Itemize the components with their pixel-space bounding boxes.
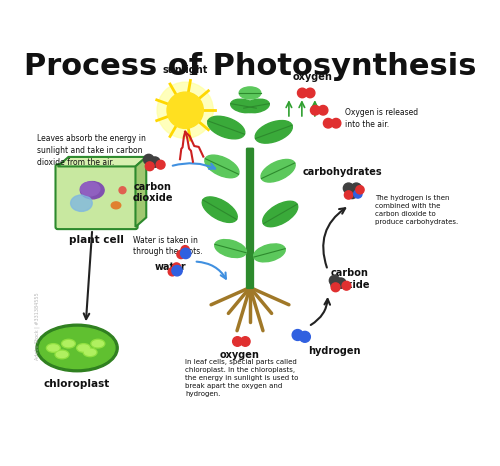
Circle shape — [292, 329, 303, 341]
Circle shape — [177, 250, 185, 259]
Circle shape — [344, 191, 352, 199]
Ellipse shape — [63, 341, 74, 347]
Ellipse shape — [55, 350, 69, 359]
Circle shape — [336, 278, 346, 288]
Ellipse shape — [215, 240, 246, 258]
Ellipse shape — [70, 195, 92, 212]
Circle shape — [240, 337, 250, 346]
Text: In leaf cells, special parts called
chloroplast. In the chloroplasts,
the energy: In leaf cells, special parts called chlo… — [185, 359, 298, 397]
Circle shape — [168, 267, 176, 276]
Circle shape — [167, 92, 203, 129]
Circle shape — [119, 187, 126, 194]
Text: carbon
dioxide: carbon dioxide — [132, 182, 173, 203]
Ellipse shape — [36, 324, 118, 372]
Circle shape — [172, 266, 182, 276]
Ellipse shape — [261, 159, 295, 182]
Circle shape — [342, 281, 351, 290]
Circle shape — [332, 118, 341, 128]
Ellipse shape — [92, 341, 104, 347]
Circle shape — [324, 118, 333, 128]
Circle shape — [144, 154, 154, 164]
Text: chloroplast: chloroplast — [44, 379, 110, 389]
Circle shape — [157, 82, 214, 138]
FancyBboxPatch shape — [246, 148, 254, 288]
Circle shape — [156, 160, 165, 169]
Ellipse shape — [239, 87, 261, 99]
Ellipse shape — [46, 343, 60, 352]
Circle shape — [146, 162, 154, 171]
Circle shape — [306, 88, 315, 98]
Text: Water is taken in
through the roots.: Water is taken in through the roots. — [134, 236, 203, 256]
Polygon shape — [136, 157, 146, 227]
Text: plant cell: plant cell — [69, 235, 124, 245]
Ellipse shape — [202, 197, 237, 222]
Circle shape — [318, 105, 328, 115]
Text: carbohydrates: carbohydrates — [303, 167, 382, 177]
Circle shape — [181, 246, 190, 254]
Circle shape — [351, 183, 362, 193]
Ellipse shape — [84, 350, 96, 355]
Circle shape — [180, 248, 191, 259]
Ellipse shape — [40, 328, 115, 369]
Ellipse shape — [255, 121, 292, 143]
Circle shape — [331, 283, 340, 292]
Ellipse shape — [205, 155, 239, 178]
Text: carbon
dioxide: carbon dioxide — [329, 268, 370, 289]
Circle shape — [172, 263, 180, 271]
Circle shape — [310, 105, 320, 115]
Ellipse shape — [230, 99, 256, 113]
Text: water: water — [154, 261, 186, 272]
Polygon shape — [58, 157, 146, 166]
Ellipse shape — [78, 345, 89, 351]
Text: Oxygen is released
into the air.: Oxygen is released into the air. — [345, 109, 418, 129]
Ellipse shape — [62, 339, 76, 348]
Circle shape — [344, 183, 353, 193]
Circle shape — [150, 157, 160, 167]
Ellipse shape — [48, 345, 59, 351]
Circle shape — [347, 188, 358, 199]
Ellipse shape — [91, 339, 105, 348]
Ellipse shape — [56, 351, 68, 357]
Text: oxygen: oxygen — [292, 72, 333, 82]
Circle shape — [232, 337, 242, 346]
Ellipse shape — [208, 116, 245, 139]
Text: Adobe Stock | #331384555: Adobe Stock | #331384555 — [35, 293, 40, 360]
Circle shape — [354, 190, 362, 198]
Text: oxygen: oxygen — [220, 350, 259, 360]
Circle shape — [330, 275, 340, 286]
Text: Process of Photosynthesis: Process of Photosynthesis — [24, 52, 476, 81]
Ellipse shape — [263, 201, 298, 227]
Circle shape — [298, 88, 307, 98]
Text: The hydrogen is then
combined with the
carbon dioxide to
produce carbohydrates.: The hydrogen is then combined with the c… — [376, 195, 458, 225]
FancyBboxPatch shape — [56, 164, 138, 229]
Text: Leaves absorb the energy in
sunlight and take in carbon
dioxide from the air.: Leaves absorb the energy in sunlight and… — [38, 134, 146, 167]
Text: hydrogen: hydrogen — [308, 346, 361, 356]
Ellipse shape — [80, 182, 104, 199]
Ellipse shape — [254, 244, 285, 262]
Text: sunlight: sunlight — [162, 65, 208, 75]
Circle shape — [300, 331, 310, 342]
Ellipse shape — [80, 182, 100, 196]
Ellipse shape — [112, 202, 121, 209]
Ellipse shape — [76, 343, 90, 352]
Ellipse shape — [244, 99, 270, 113]
Circle shape — [356, 185, 364, 194]
Ellipse shape — [83, 348, 97, 356]
